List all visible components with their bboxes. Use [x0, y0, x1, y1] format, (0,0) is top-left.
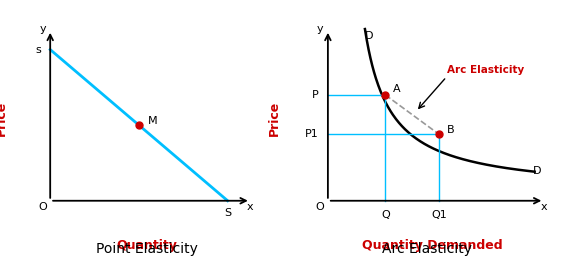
Text: Arc Elasticity: Arc Elasticity: [446, 65, 524, 75]
Text: Quantity: Quantity: [116, 239, 177, 252]
Text: S: S: [224, 208, 231, 218]
Text: A: A: [393, 84, 401, 94]
Text: O: O: [316, 202, 325, 212]
Text: D: D: [365, 31, 373, 41]
Text: Arc Elasticity: Arc Elasticity: [381, 242, 472, 256]
Text: Q: Q: [381, 210, 390, 220]
Text: P1: P1: [305, 129, 318, 139]
Text: Quantity Demanded: Quantity Demanded: [362, 239, 502, 252]
Text: y: y: [40, 24, 46, 34]
Text: M: M: [148, 116, 158, 126]
Text: D: D: [533, 166, 541, 176]
Text: y: y: [317, 24, 324, 34]
Text: Q1: Q1: [431, 210, 447, 220]
Text: x: x: [247, 202, 254, 212]
Text: O: O: [39, 202, 47, 212]
Text: Arc Elasticity: Arc Elasticity: [328, 200, 337, 201]
Text: B: B: [446, 125, 454, 135]
Text: Point Elasticity: Point Elasticity: [96, 242, 198, 256]
Text: Price: Price: [0, 101, 7, 136]
Text: P: P: [311, 90, 318, 100]
Text: s: s: [36, 45, 41, 55]
Text: Price: Price: [268, 101, 281, 136]
Text: x: x: [540, 202, 547, 212]
